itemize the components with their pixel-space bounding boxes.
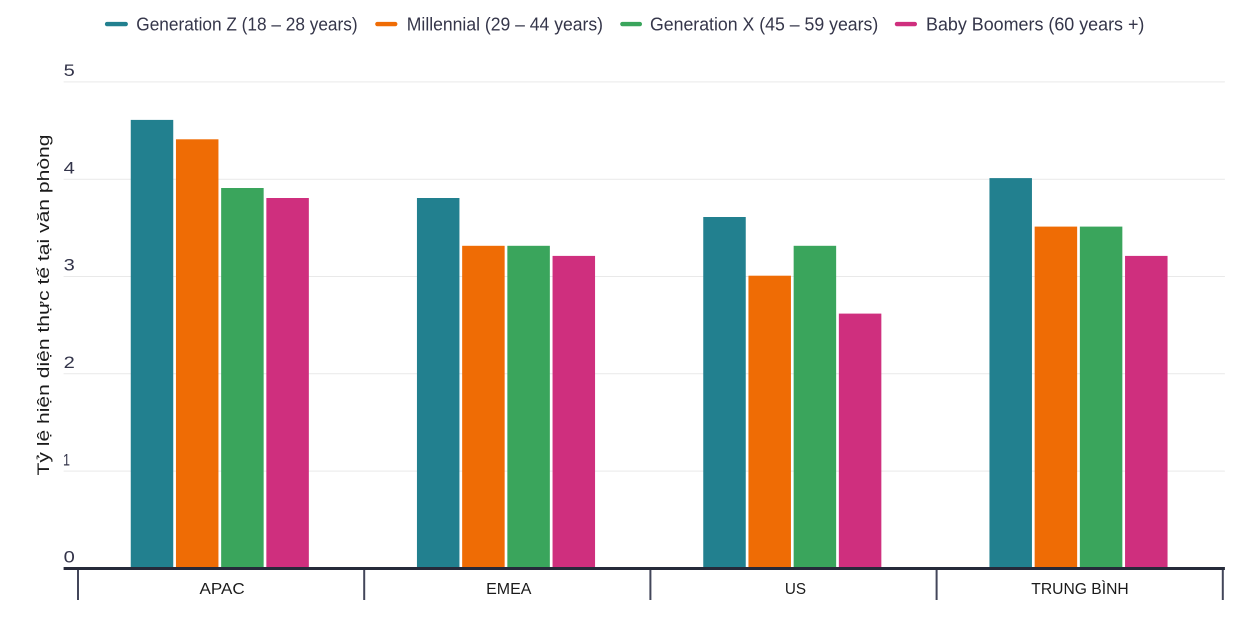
svg-text:5: 5 — [64, 61, 75, 80]
svg-text:APAC: APAC — [200, 581, 245, 598]
svg-text:2: 2 — [64, 353, 75, 372]
svg-text:US: US — [785, 581, 806, 598]
svg-text:Generation Z (18 – 28 years): Generation Z (18 – 28 years) — [136, 14, 357, 34]
svg-text:0: 0 — [64, 548, 75, 567]
svg-text:Tỷ lệ hiện diện thực tế tại vă: Tỷ lệ hiện diện thực tế tại văn phòng — [34, 135, 53, 476]
svg-text:Generation X (45 – 59 years): Generation X (45 – 59 years) — [650, 14, 878, 34]
svg-text:EMEA: EMEA — [486, 581, 532, 598]
svg-text:1: 1 — [63, 450, 70, 469]
svg-text:4: 4 — [64, 158, 75, 177]
svg-text:TRUNG BÌNH: TRUNG BÌNH — [1031, 579, 1128, 598]
svg-text:Baby Boomers (60 years +): Baby Boomers (60 years +) — [926, 14, 1144, 34]
svg-text:Millennial (29 – 44 years): Millennial (29 – 44 years) — [407, 14, 603, 34]
svg-text:3: 3 — [64, 256, 75, 275]
